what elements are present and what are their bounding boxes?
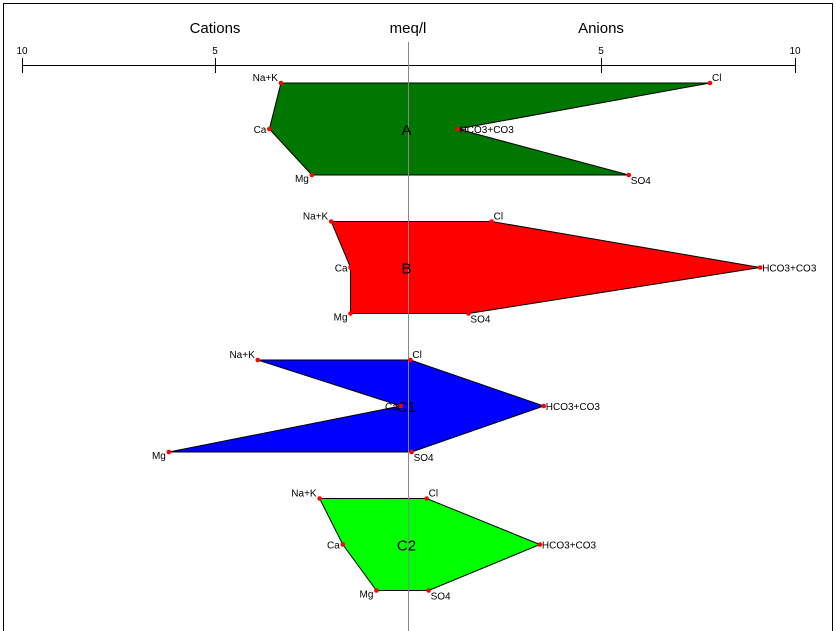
cation-label: Mg — [360, 590, 374, 601]
point-A-anion-2 — [626, 172, 632, 178]
tick-label-right-10: 10 — [789, 46, 801, 57]
cation-label: Na+K — [303, 212, 329, 223]
point-C1-cation-0 — [255, 357, 261, 363]
point-C2-cation-1 — [340, 542, 346, 547]
cation-label: Mg — [334, 313, 348, 324]
tick-label-left-5: 5 — [212, 46, 218, 57]
cation-label: Ca — [327, 541, 340, 552]
point-C2-cation-0 — [317, 496, 322, 501]
tick-label-left-10: 10 — [16, 46, 28, 57]
sample-label-C1: C1 — [397, 399, 416, 416]
sample-label-C2: C2 — [397, 538, 416, 555]
sample-label-A: A — [401, 122, 411, 139]
point-C1-cation-1 — [398, 403, 404, 409]
cation-label: Ca — [254, 125, 267, 136]
anion-label: SO4 — [470, 315, 490, 326]
point-A-cation-0 — [278, 80, 284, 86]
anion-label: Cl — [494, 212, 503, 223]
cation-label: Na+K — [229, 350, 255, 361]
point-B-cation-0 — [328, 219, 334, 224]
cation-label: Mg — [152, 451, 166, 462]
anion-label: SO4 — [414, 453, 434, 464]
point-B-anion-2 — [466, 311, 471, 316]
point-C2-anion-2 — [426, 588, 431, 593]
cations-header: Cations — [190, 20, 241, 37]
point-B-cation-1 — [348, 265, 353, 270]
tick-label-right-5: 5 — [598, 46, 604, 57]
anion-label: SO4 — [631, 176, 651, 187]
anion-label: HCO3+CO3 — [762, 264, 817, 275]
point-C2-anion-0 — [424, 496, 429, 501]
anion-label: HCO3+CO3 — [542, 541, 597, 552]
units-header: meq/l — [390, 20, 427, 37]
point-C1-cation-2 — [166, 449, 172, 455]
cation-label: Na+K — [291, 489, 317, 500]
point-B-cation-2 — [348, 311, 353, 316]
anion-label: Cl — [429, 489, 438, 500]
anion-label: Cl — [712, 73, 721, 84]
point-A-anion-0 — [707, 80, 713, 86]
point-C2-anion-1 — [537, 542, 543, 547]
point-C1-anion-0 — [408, 357, 413, 363]
point-B-anion-1 — [757, 265, 763, 270]
anions-header: Anions — [578, 20, 624, 37]
point-A-anion-1 — [455, 126, 460, 132]
cation-label: Na+K — [253, 73, 279, 84]
cation-label: Mg — [295, 174, 309, 185]
anion-label: Cl — [412, 350, 421, 361]
point-B-anion-0 — [489, 219, 494, 224]
point-C1-anion-1 — [541, 403, 547, 409]
cation-label: Ca — [385, 402, 398, 413]
anion-label: HCO3+CO3 — [546, 402, 601, 413]
anion-label: SO4 — [431, 592, 451, 603]
sample-label-B: B — [401, 261, 411, 278]
point-A-cation-1 — [267, 126, 272, 132]
point-C1-anion-2 — [409, 449, 414, 455]
point-C2-cation-2 — [374, 588, 379, 593]
anion-label: HCO3+CO3 — [460, 125, 515, 136]
cation-label: Ca — [335, 264, 348, 275]
point-A-cation-2 — [309, 172, 315, 178]
